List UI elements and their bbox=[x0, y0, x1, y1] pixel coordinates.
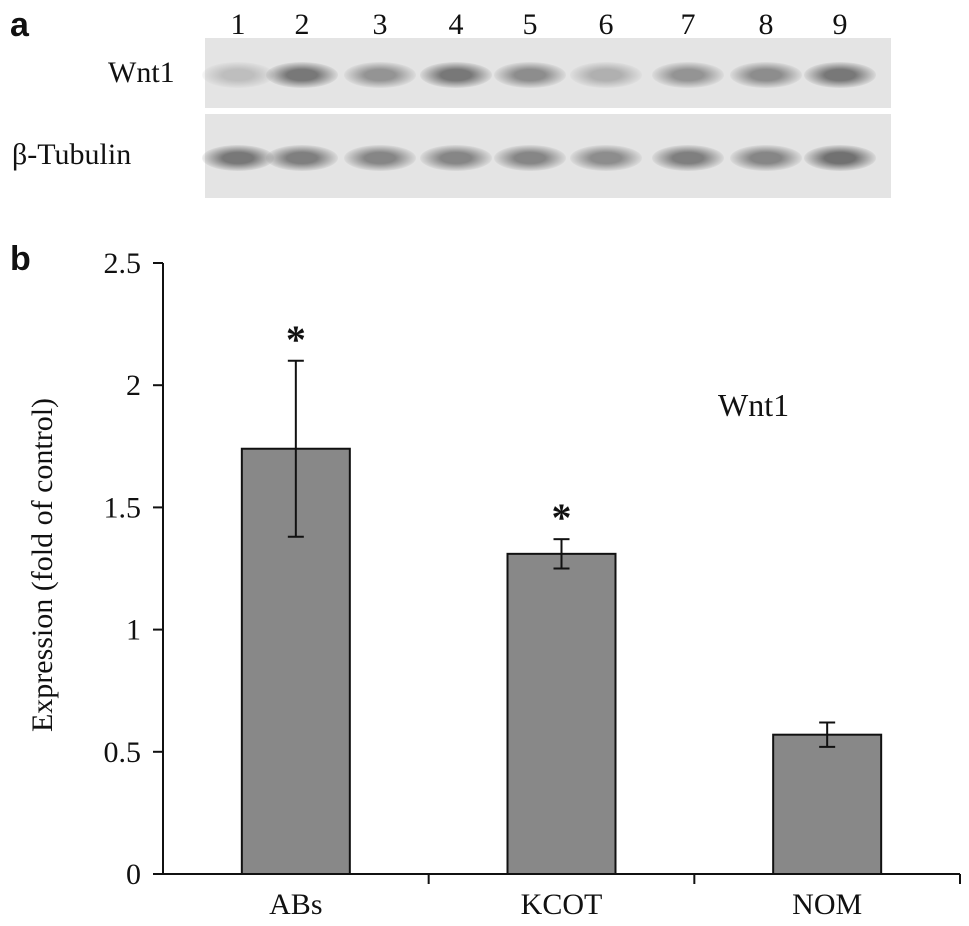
y-tick-label: 0 bbox=[126, 858, 141, 891]
y-axis-label: Expression (fold of control) bbox=[26, 398, 59, 732]
blot-band bbox=[202, 145, 274, 171]
y-tick-label: 2.5 bbox=[104, 247, 142, 280]
y-tick-label: 2 bbox=[126, 369, 141, 402]
significance-marker: * bbox=[552, 495, 572, 540]
x-tick-label: NOM bbox=[792, 888, 862, 921]
blot-band bbox=[420, 62, 492, 88]
lane-number-5: 5 bbox=[522, 8, 538, 41]
blot-band bbox=[652, 62, 724, 88]
blot-band bbox=[494, 145, 566, 171]
blot-band bbox=[494, 62, 566, 88]
blot-band bbox=[652, 145, 724, 171]
blot-band bbox=[804, 145, 876, 171]
y-tick-label: 1 bbox=[126, 614, 141, 647]
blot-band bbox=[730, 62, 802, 88]
blot-separator bbox=[205, 108, 891, 114]
x-tick-label: ABs bbox=[269, 888, 322, 921]
blot-band bbox=[202, 62, 274, 88]
blot-band bbox=[344, 145, 416, 171]
blot-band bbox=[266, 145, 338, 171]
lane-number-3: 3 bbox=[372, 8, 388, 41]
blot-band bbox=[344, 62, 416, 88]
lane-number-6: 6 bbox=[598, 8, 614, 41]
blot-band bbox=[730, 145, 802, 171]
lane-number-2: 2 bbox=[294, 8, 310, 41]
blot-band bbox=[804, 62, 876, 88]
y-tick-label: 1.5 bbox=[104, 491, 142, 524]
lane-number-9: 9 bbox=[832, 8, 848, 41]
lane-number-7: 7 bbox=[680, 8, 696, 41]
blot-band bbox=[266, 62, 338, 88]
bar-kcot bbox=[506, 552, 617, 875]
series-annotation: Wnt1 bbox=[718, 387, 789, 423]
panel-a-letter: a bbox=[10, 6, 29, 44]
blot-band bbox=[570, 145, 642, 171]
significance-marker: * bbox=[286, 317, 306, 362]
y-tick-label: 0.5 bbox=[104, 736, 142, 769]
lane-number-8: 8 bbox=[758, 8, 774, 41]
lane-number-4: 4 bbox=[448, 8, 464, 41]
blot-row-label: Wnt1 bbox=[108, 56, 175, 89]
bar-nom bbox=[772, 733, 883, 876]
blot-band bbox=[570, 62, 642, 88]
lane-number-1: 1 bbox=[230, 8, 246, 41]
blot-row-label: β-Tubulin bbox=[12, 138, 132, 171]
blot-band bbox=[420, 145, 492, 171]
x-tick-label: KCOT bbox=[521, 888, 603, 921]
panel-b-letter: b bbox=[10, 240, 31, 278]
